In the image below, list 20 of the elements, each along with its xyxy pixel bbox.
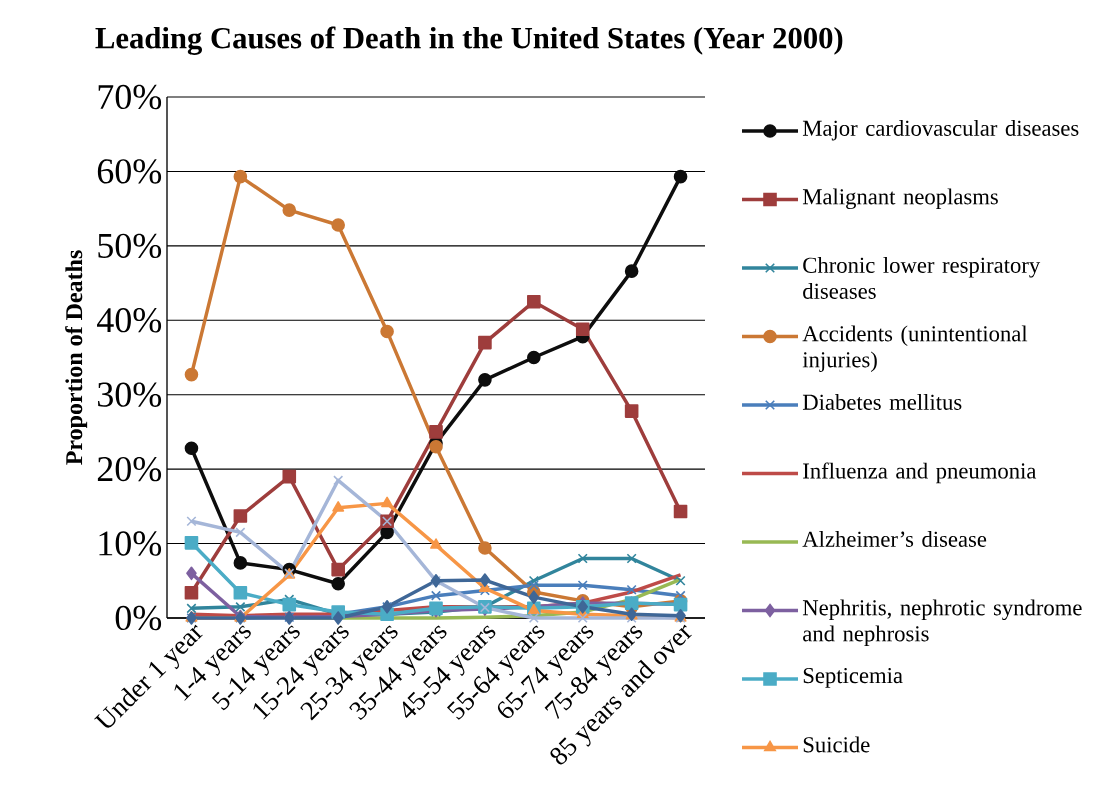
y-tick-label: 70%: [98, 84, 162, 110]
y-tick-label: 20%: [97, 456, 162, 482]
legend-label: Suicide: [803, 736, 870, 753]
y-tick-label: 30%: [98, 382, 162, 407]
legend-label: Chronic lower respiratory diseases: [803, 256, 1041, 299]
legend-label: Nephritis, nephrotic syndrome and nephrosis: [802, 599, 1082, 646]
y-tick-label: 0%: [115, 605, 162, 631]
legend-label: Major cardiovascular diseases: [802, 119, 1079, 141]
chart-title: Leading Causes of Death in the United States (Year 2000): [95, 26, 843, 55]
legend-label: Malignant neoplasms: [802, 188, 998, 210]
legend-label: Accidents (unintentional injuries): [802, 325, 1028, 372]
legend-label: Influenza and pneumonia: [803, 462, 1037, 484]
y-tick-label: 40%: [97, 308, 162, 333]
y-axis-title: Proportion of Deaths: [65, 250, 88, 465]
y-tick-label: 50%: [98, 233, 162, 259]
legend-label: Diabetes mellitus: [802, 393, 962, 410]
y-tick-label: 60%: [97, 159, 162, 184]
legend-label: Alzheimer’s disease: [802, 530, 987, 547]
y-tick-label: 10%: [99, 531, 162, 556]
legend-label: Septicemia: [803, 667, 903, 688]
